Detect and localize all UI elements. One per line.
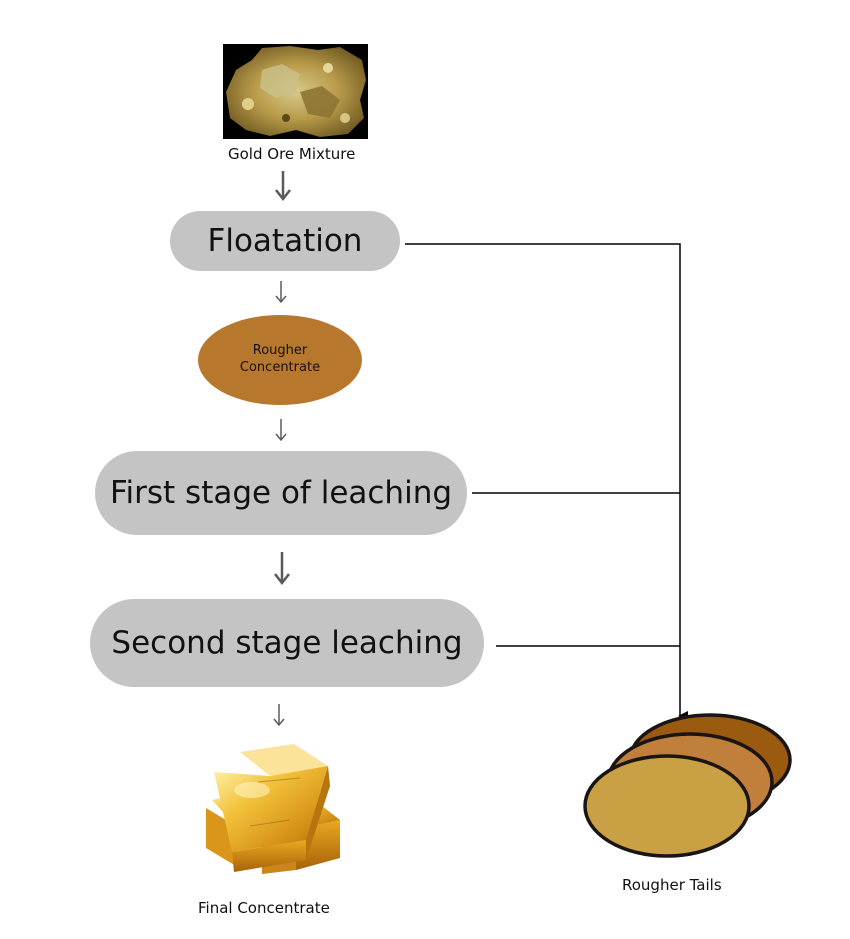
- gold-ore-label: Gold Ore Mixture: [228, 145, 356, 163]
- rougher-concentrate-label: Rougher Concentrate: [218, 342, 342, 376]
- arrow-first-to-second-leach: [274, 552, 290, 586]
- tails-connector-lines: [405, 243, 688, 721]
- gold-ore-image: [223, 44, 368, 139]
- arrow-floatation-to-concentrate: [275, 281, 287, 304]
- arrow-ore-to-floatation: [275, 171, 291, 202]
- rougher-concentrate-line2: Concentrate: [239, 360, 321, 375]
- arrow-concentrate-to-first-leach: [275, 419, 287, 442]
- rougher-concentrate-line1: Rougher: [252, 343, 308, 358]
- first-leach-label: First stage of leaching: [109, 475, 453, 511]
- rougher-concentrate-ellipse: [198, 315, 362, 405]
- first-leach-step[interactable]: First stage of leaching: [95, 451, 467, 535]
- floatation-label: Floatation: [207, 223, 363, 259]
- arrow-second-leach-to-final: [273, 704, 285, 727]
- rougher-tails-label: Rougher Tails: [622, 876, 722, 894]
- gold-bars-image: [206, 744, 340, 874]
- second-leach-label: Second stage leaching: [111, 625, 463, 661]
- second-leach-step[interactable]: Second stage leaching: [90, 599, 484, 687]
- floatation-step[interactable]: Floatation: [170, 211, 400, 271]
- final-concentrate-label: Final Concentrate: [198, 899, 330, 917]
- tailings-stack-icon: [583, 713, 792, 858]
